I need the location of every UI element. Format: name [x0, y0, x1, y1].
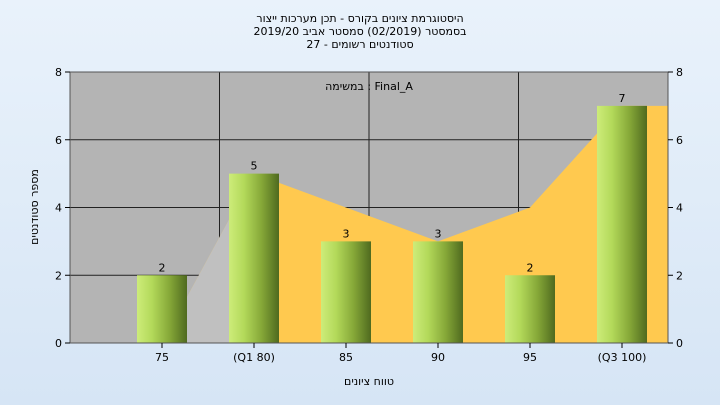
- y-tick-label-left: 6: [55, 134, 62, 147]
- chart-title-line-3: סטודנטים רשומים - 27: [306, 38, 413, 51]
- data-label: 3: [343, 227, 350, 240]
- x-tick-label: (Q1 80): [233, 351, 275, 364]
- chart-title-line-1: היסטוגרמת ציונים בקורס - תכן מערכות ייצו…: [256, 12, 463, 25]
- y-tick-label-right: 2: [676, 269, 683, 282]
- y-tick-label-right: 0: [676, 337, 683, 350]
- x-tick-label: 95: [523, 351, 537, 364]
- y-tick-label-right: 6: [676, 134, 683, 147]
- y-tick-label-right: 8: [676, 66, 683, 79]
- chart-annotation: במשימה : Final_A: [325, 80, 413, 93]
- y-tick-label-right: 4: [676, 202, 683, 215]
- data-label: 2: [527, 261, 534, 274]
- y-axis-label: מספר סטודנטים: [28, 169, 41, 245]
- y-tick-labels: 0 0 2 2 4 4 6 6 8 8: [55, 66, 683, 350]
- bar-95: [505, 275, 555, 343]
- data-label: 7: [619, 92, 626, 105]
- axes: [65, 71, 673, 348]
- bars: [137, 105, 647, 343]
- y-tick-label-left: 8: [55, 66, 62, 79]
- y-tick-label-left: 4: [55, 202, 62, 215]
- bar-Q3100: [597, 105, 647, 343]
- data-label: 2: [159, 261, 166, 274]
- y-tick-label-left: 0: [55, 337, 62, 350]
- bar-75: [137, 275, 187, 343]
- x-axis-label: טווח ציונים: [344, 375, 394, 388]
- area-fill-left: [70, 173, 254, 343]
- bar-Q180: [229, 173, 279, 343]
- x-tick-label: (Q3 100): [598, 351, 647, 364]
- x-tick-labels: 75 (Q1 80) 85 90 95 (Q3 100): [155, 351, 646, 364]
- y-tick-label-left: 2: [55, 269, 62, 282]
- x-tick-label: 85: [339, 351, 353, 364]
- data-labels: 2 5 3 3 2 7: [159, 92, 626, 274]
- data-label: 5: [251, 160, 258, 173]
- chart-title: היסטוגרמת ציונים בקורס - תכן מערכות ייצו…: [253, 12, 466, 51]
- bar-90: [413, 241, 463, 343]
- x-tick-label: 90: [431, 351, 445, 364]
- x-tick-label: 75: [155, 351, 169, 364]
- bar-85: [321, 241, 371, 343]
- data-label: 3: [435, 227, 442, 240]
- chart-title-line-2: בסמסטר (02/2019) סמסטר אביב 2019/20: [253, 25, 466, 38]
